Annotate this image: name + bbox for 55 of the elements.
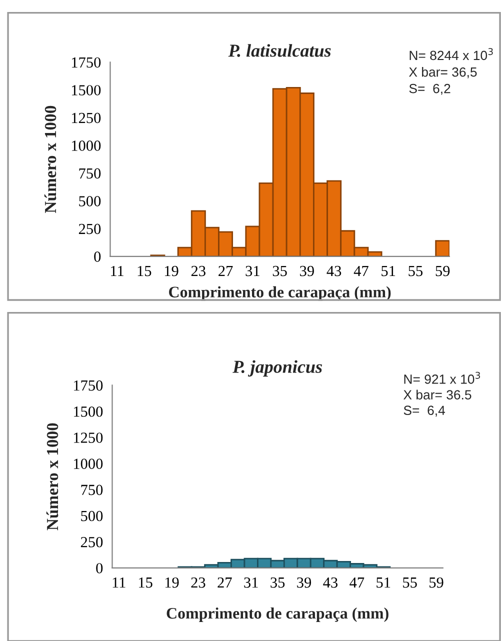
x-tick-label: 47 [354, 266, 368, 276]
x-tick-label: 55 [408, 266, 423, 276]
x-tick-label: 51 [382, 266, 396, 276]
x-tick-label: 51 [376, 577, 390, 588]
x-tick-label: 35 [272, 266, 287, 276]
annotation: S= 6,4 [404, 406, 445, 417]
annotation: S= 6,2 [409, 84, 450, 95]
chart-title: P. latisulcatus [228, 44, 331, 57]
x-tick-label: 59 [430, 577, 444, 588]
x-tick-label: 15 [138, 266, 152, 276]
y-tick-label: 750 [79, 168, 101, 179]
y-tick-label: 1500 [72, 85, 101, 96]
y-tick-label: 1750 [74, 380, 103, 391]
bar [435, 240, 450, 256]
x-tick-label: 43 [323, 577, 338, 588]
y-tick-label: 1250 [72, 112, 101, 124]
y-axis-title: Número x 1000 [46, 423, 58, 530]
y-tick-label: 500 [81, 510, 103, 522]
x-tick-label: 31 [246, 266, 260, 276]
x-tick-label: 19 [165, 577, 179, 588]
chart-title: P. japonicus [232, 360, 322, 377]
y-tick-label: 750 [81, 484, 103, 496]
annotation: X bar= 36.5 [404, 390, 472, 400]
y-tick-label: 1250 [74, 432, 103, 443]
x-axis-title: Comprimento de carapaça (mm) [166, 607, 388, 622]
y-tick-label: 0 [96, 563, 103, 574]
x-axis-title: Comprimento de carapaça (mm) [169, 286, 391, 301]
x-tick-label: 23 [191, 577, 206, 588]
y-tick-label: 1000 [72, 140, 101, 151]
x-tick-label: 23 [191, 266, 206, 276]
x-tick-label: 15 [138, 577, 152, 588]
x-tick-label: 35 [270, 577, 285, 588]
y-tick-label: 0 [94, 252, 101, 262]
y-tick-label: 1500 [74, 406, 103, 417]
x-tick-label: 47 [350, 578, 364, 588]
x-tick-label: 31 [244, 577, 258, 588]
y-tick-label: 1750 [72, 57, 101, 68]
x-tick-label: 11 [110, 266, 124, 276]
x-tick-label: 27 [218, 577, 232, 588]
y-tick-label: 250 [78, 224, 101, 234]
x-tick-label: 11 [112, 577, 126, 588]
x-tick-label: 39 [300, 266, 314, 276]
y-tick-label: 500 [79, 196, 101, 206]
x-tick-label: 43 [326, 266, 342, 276]
x-tick-label: 27 [218, 266, 233, 276]
annotation: X bar= 36,5 [408, 67, 477, 78]
x-tick-label: 19 [164, 266, 178, 276]
y-axis-title: Número x 1000 [44, 106, 56, 213]
x-tick-label: 39 [297, 577, 312, 588]
text: N= 921 x 10$^{3}$ [404, 372, 480, 384]
text: N= 8244 x 10$^{3}$ [410, 48, 493, 60]
y-tick-label: 1000 [74, 458, 103, 469]
x-tick-label: 59 [436, 266, 450, 276]
y-tick-label: 250 [80, 536, 103, 548]
x-tick-label: 55 [403, 578, 417, 588]
